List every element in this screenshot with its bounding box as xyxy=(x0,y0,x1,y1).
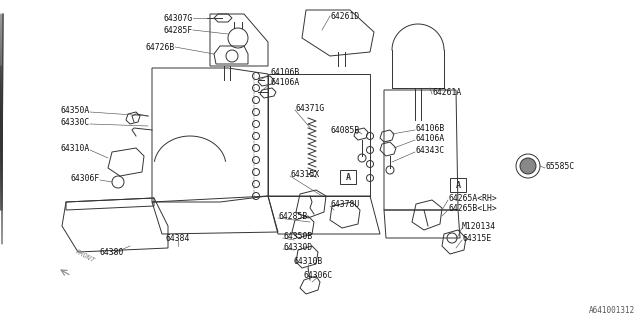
Text: 64380: 64380 xyxy=(100,247,124,257)
Text: A: A xyxy=(456,180,461,189)
Text: 64384: 64384 xyxy=(166,234,190,243)
Text: 64261D: 64261D xyxy=(330,12,359,20)
Text: 64371G: 64371G xyxy=(295,103,324,113)
Text: 64726B: 64726B xyxy=(146,43,175,52)
Text: 64306F: 64306F xyxy=(71,173,100,182)
Text: 64343C: 64343C xyxy=(415,146,444,155)
Circle shape xyxy=(520,158,536,174)
Text: 64261A: 64261A xyxy=(432,87,461,97)
Text: 64310B: 64310B xyxy=(293,258,323,267)
Text: 64265B<LH>: 64265B<LH> xyxy=(448,204,497,212)
Text: 64085B: 64085B xyxy=(331,125,360,134)
Text: 64310A: 64310A xyxy=(61,143,90,153)
Text: 64265A<RH>: 64265A<RH> xyxy=(448,194,497,203)
Text: 64106B: 64106B xyxy=(270,68,300,76)
Text: 64106B: 64106B xyxy=(415,124,444,132)
Text: 64106A: 64106A xyxy=(415,133,444,142)
Text: 64330C: 64330C xyxy=(61,117,90,126)
Text: 64350B: 64350B xyxy=(283,231,312,241)
Text: 64306C: 64306C xyxy=(303,270,333,279)
Text: 64330D: 64330D xyxy=(283,243,312,252)
Text: 64315X: 64315X xyxy=(290,170,319,179)
Text: 64285F: 64285F xyxy=(164,26,193,35)
Text: 64350A: 64350A xyxy=(61,106,90,115)
Text: 64378U: 64378U xyxy=(330,199,359,209)
Text: A: A xyxy=(346,172,351,181)
Text: 64315E: 64315E xyxy=(462,234,492,243)
Text: 64285B: 64285B xyxy=(278,212,307,220)
Text: 65585C: 65585C xyxy=(545,162,574,171)
Text: A641001312: A641001312 xyxy=(589,306,635,315)
Text: 64307G: 64307G xyxy=(164,13,193,22)
Text: 64106A: 64106A xyxy=(270,77,300,86)
Text: M120134: M120134 xyxy=(462,221,496,230)
Text: FRONT: FRONT xyxy=(74,249,95,264)
